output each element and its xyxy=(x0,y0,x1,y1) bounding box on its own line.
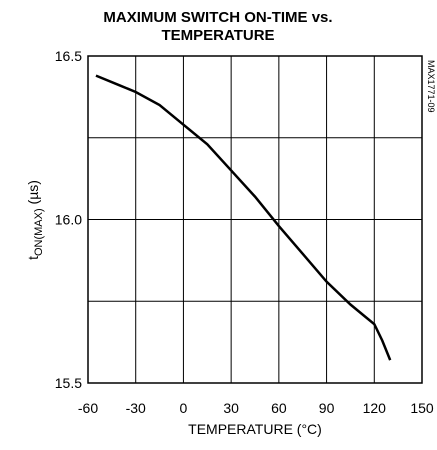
annotation: MAX1771-09 xyxy=(426,60,436,113)
chart-title: MAXIMUM SWITCH ON-TIME vs. xyxy=(103,9,332,26)
y-axis-label: tON(MAX) (µs) xyxy=(25,180,45,260)
x-tick-label: 30 xyxy=(223,400,239,416)
plot-frame xyxy=(87,55,423,384)
y-label-main: t xyxy=(25,256,41,260)
y-label-sub: ON(MAX) xyxy=(33,208,45,256)
y-tick-label: 16.0 xyxy=(55,212,82,228)
x-tick-label: -60 xyxy=(78,400,98,416)
y-tick-label: 15.5 xyxy=(55,375,82,391)
y-tick-label: 16.5 xyxy=(55,48,82,64)
x-tick-label: -30 xyxy=(126,400,146,416)
line-series xyxy=(95,74,392,361)
x-tick-label: 90 xyxy=(319,400,335,416)
y-label-unit: (µs) xyxy=(25,180,41,208)
x-axis-label: TEMPERATURE (°C) xyxy=(188,421,322,437)
x-tick-label: 150 xyxy=(410,400,434,416)
x-tick-label: 0 xyxy=(180,400,188,416)
chart-title: TEMPERATURE xyxy=(161,27,274,44)
x-tick-label: 60 xyxy=(271,400,287,416)
x-tick-label: 120 xyxy=(363,400,387,416)
